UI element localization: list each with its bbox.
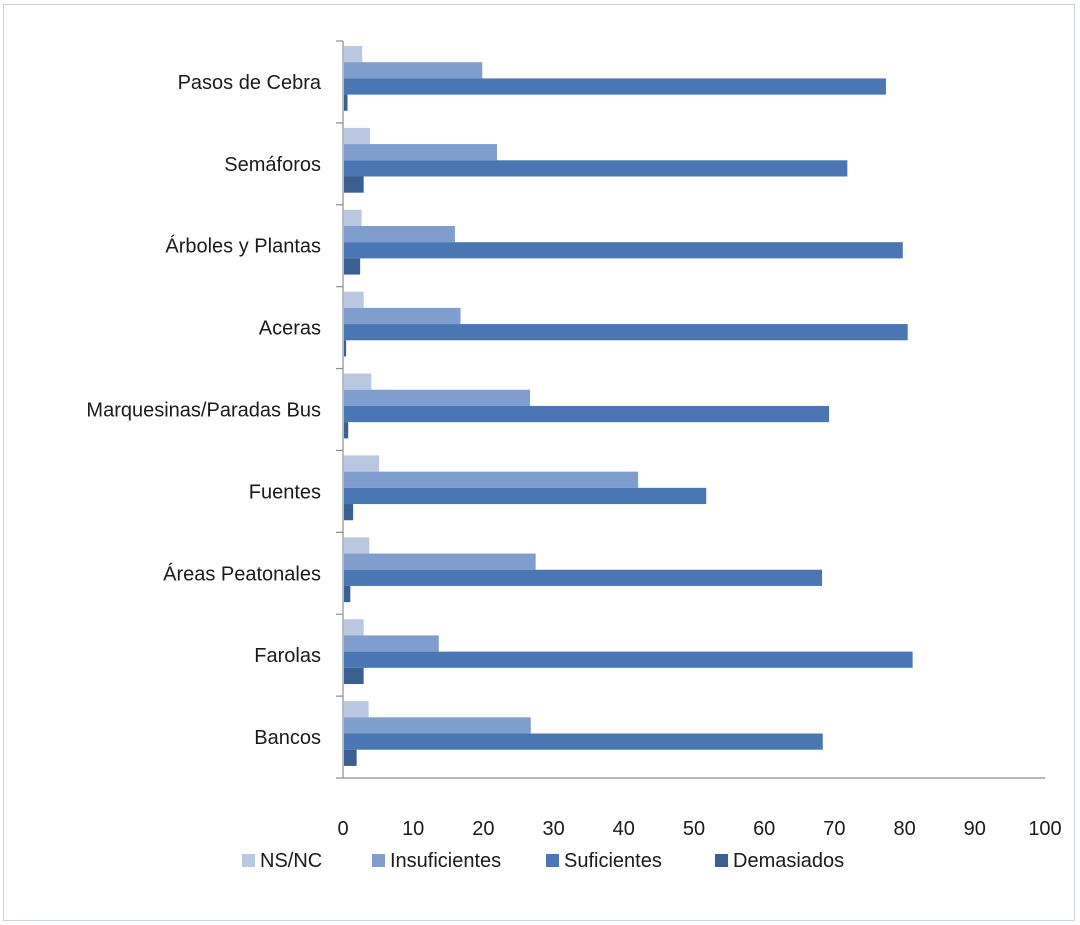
labels-layer: Pasos de Cebra Semáforos Árboles y Plantas… [86,72,1061,840]
legend-swatch-insuficientes [372,854,385,867]
legend-swatch-suficientes [546,854,559,867]
bar-pasos-de-cebra-demasiados [344,95,348,111]
bar-arboles-y-plantas-demasiados [344,258,360,274]
x-tick-label-50: 50 [683,818,705,840]
bars-layer [344,46,913,766]
x-tick-label-0: 0 [337,818,348,840]
bar-aceras-insuficientes [344,308,461,324]
category-label-farolas: Farolas [254,645,321,667]
legend-label-suficientes: Suficientes [564,850,662,872]
bar-chart: Pasos de Cebra Semáforos Árboles y Plantas… [4,5,1076,922]
legend-swatch-demasiados [715,854,728,867]
bar-farolas-ns-nc [344,619,364,635]
bar-marquesinas-paradas-bus-ns-nc [344,374,371,390]
bar-semaforos-ns-nc [344,128,370,144]
bar-marquesinas-paradas-bus-suficientes [344,406,829,422]
bar-areas-peatonales-suficientes [344,570,822,586]
legend-label-ns-nc: NS/NC [260,850,322,872]
x-tick-label-90: 90 [964,818,986,840]
category-label-arboles-y-plantas: Árboles y Plantas [165,235,321,258]
chart-frame: Pasos de Cebra Semáforos Árboles y Plantas… [3,4,1075,921]
x-tick-label-40: 40 [613,818,635,840]
bar-arboles-y-plantas-insuficientes [344,226,455,242]
bar-arboles-y-plantas-ns-nc [344,210,362,226]
bar-farolas-insuficientes [344,635,439,651]
category-label-bancos: Bancos [254,727,321,749]
bar-pasos-de-cebra-ns-nc [344,46,362,62]
bar-areas-peatonales-insuficientes [344,554,536,570]
x-tick-label-70: 70 [823,818,845,840]
legend-label-demasiados: Demasiados [733,850,844,872]
bar-bancos-suficientes [344,734,823,750]
legend-label-insuficientes: Insuficientes [390,850,501,872]
bar-pasos-de-cebra-insuficientes [344,62,482,78]
category-label-areas-peatonales: Áreas Peatonales [163,562,321,585]
category-label-marquesinas-paradas-bus: Marquesinas/Paradas Bus [86,400,321,422]
bar-arboles-y-plantas-suficientes [344,242,903,258]
legend-swatch-ns-nc [242,854,255,867]
bar-farolas-demasiados [344,668,364,684]
bar-aceras-ns-nc [344,292,364,308]
category-label-semaforos: Semáforos [224,154,321,176]
bar-marquesinas-paradas-bus-demasiados [344,422,348,438]
category-label-pasos-de-cebra: Pasos de Cebra [178,72,322,94]
category-label-aceras: Aceras [259,318,321,340]
bar-farolas-suficientes [344,652,913,668]
bar-areas-peatonales-ns-nc [344,537,369,553]
bar-semaforos-suficientes [344,160,847,176]
bar-semaforos-demasiados [344,176,364,192]
bar-fuentes-ns-nc [344,455,379,471]
x-tick-label-100: 100 [1028,818,1061,840]
bar-marquesinas-paradas-bus-insuficientes [344,390,530,406]
bar-aceras-demasiados [344,340,346,356]
legend: NS/NC Insuficientes Suficientes Demasiados [242,850,844,872]
bar-pasos-de-cebra-suficientes [344,78,886,94]
bar-bancos-ns-nc [344,701,369,717]
bar-fuentes-suficientes [344,488,706,504]
bar-semaforos-insuficientes [344,144,497,160]
x-tick-label-30: 30 [542,818,564,840]
bar-fuentes-demasiados [344,504,353,520]
x-tick-label-20: 20 [472,818,494,840]
bar-fuentes-insuficientes [344,472,638,488]
bar-bancos-insuficientes [344,717,531,733]
category-label-fuentes: Fuentes [249,481,321,503]
x-tick-label-10: 10 [402,818,424,840]
bar-aceras-suficientes [344,324,908,340]
bar-areas-peatonales-demasiados [344,586,350,602]
x-tick-label-60: 60 [753,818,775,840]
x-tick-label-80: 80 [893,818,915,840]
bar-bancos-demasiados [344,750,357,766]
